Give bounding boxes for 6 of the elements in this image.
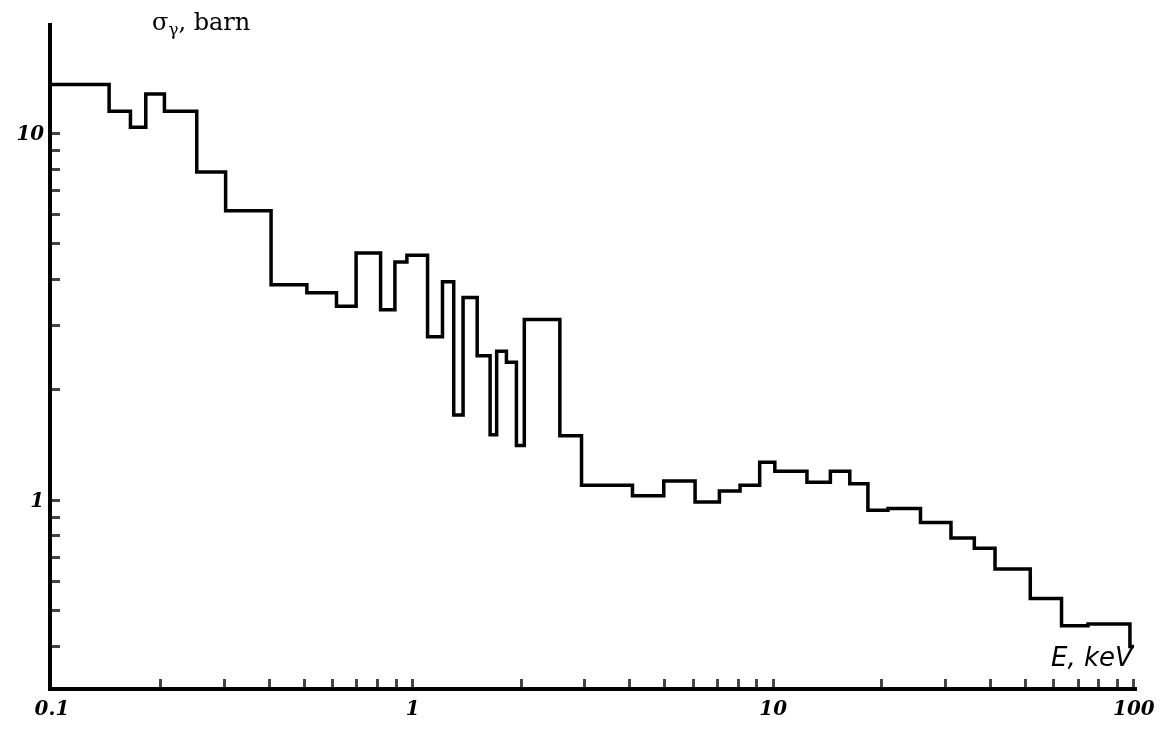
- x-tick-label: 100: [1113, 695, 1155, 720]
- x-tick-label: 0.1: [34, 695, 70, 720]
- x-axis-title: E, keV: [1051, 642, 1136, 672]
- x-tick-label: 1: [405, 695, 420, 720]
- x-tick-label: 10: [759, 695, 788, 720]
- y-axis-title: σ$_{γ}$, barn: [152, 8, 251, 40]
